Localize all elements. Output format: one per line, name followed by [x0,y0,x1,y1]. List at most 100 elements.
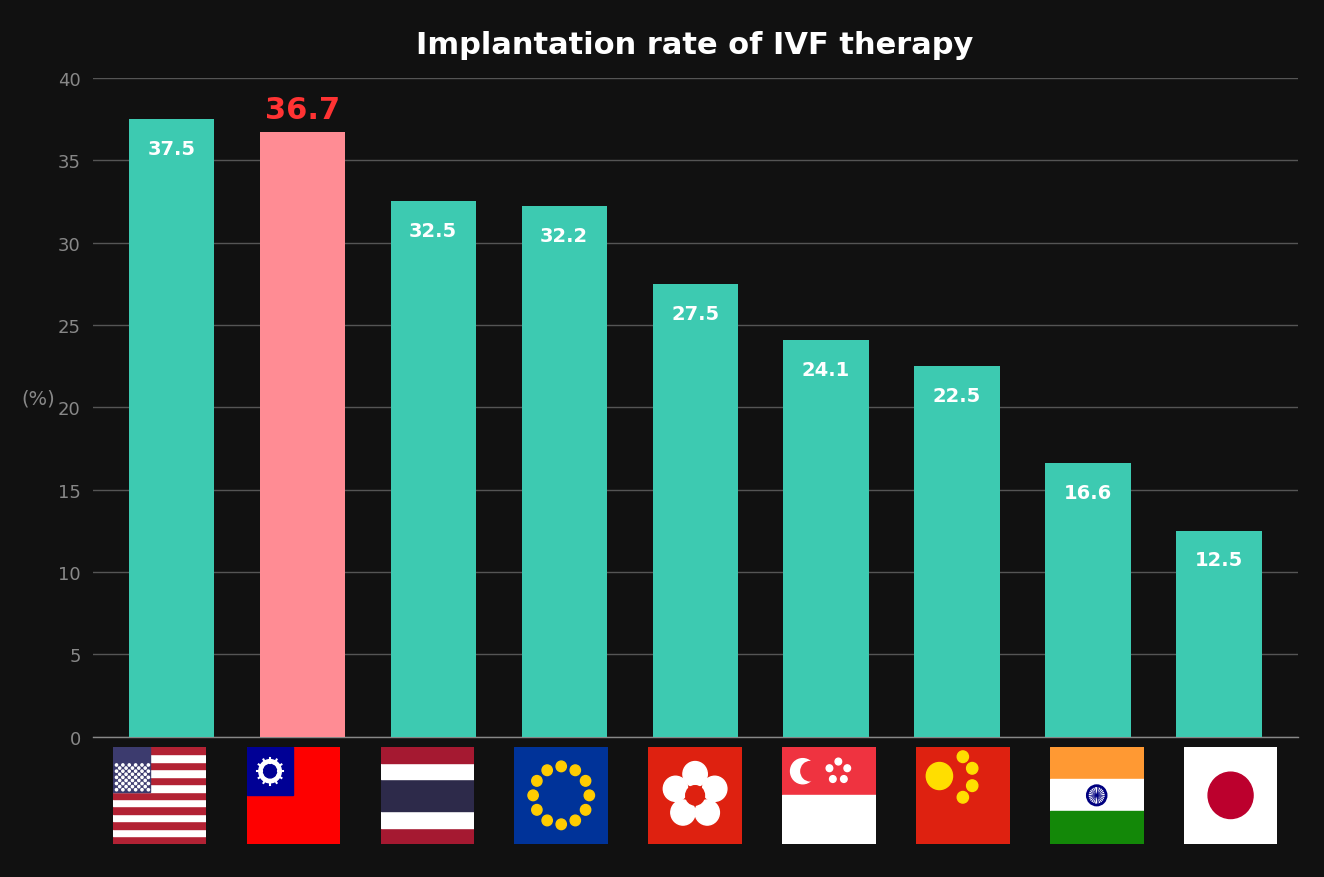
Circle shape [140,776,143,779]
Circle shape [138,786,140,788]
Circle shape [144,767,147,769]
Circle shape [556,761,567,772]
Circle shape [703,776,727,802]
Circle shape [967,763,978,774]
Bar [128,120,213,737]
Text: 16.6: 16.6 [1064,483,1112,503]
Circle shape [571,816,580,826]
Bar [380,780,474,811]
Bar [113,822,207,829]
Bar [782,795,875,844]
Circle shape [957,792,968,803]
Circle shape [131,774,134,775]
Circle shape [124,767,127,769]
Circle shape [147,764,150,766]
Bar [113,814,207,822]
Text: 22.5: 22.5 [933,387,981,405]
Circle shape [115,782,118,785]
Circle shape [128,764,130,766]
Bar [915,367,1000,737]
Text: 24.1: 24.1 [802,360,850,379]
Circle shape [115,788,118,791]
Bar [380,828,474,844]
Circle shape [967,780,978,792]
Text: 27.5: 27.5 [671,304,719,324]
Text: 32.2: 32.2 [540,227,588,246]
Circle shape [122,782,124,785]
Bar [113,747,150,792]
Circle shape [147,776,150,779]
Circle shape [115,764,118,766]
Circle shape [128,782,130,785]
Circle shape [138,780,140,781]
Bar [113,799,207,807]
Circle shape [135,782,136,785]
Bar [113,784,207,792]
Circle shape [140,782,143,785]
Bar [391,203,475,737]
Circle shape [138,774,140,775]
Circle shape [135,788,136,791]
Circle shape [122,776,124,779]
Circle shape [122,764,124,766]
Circle shape [801,761,820,781]
Circle shape [263,765,277,778]
Circle shape [580,804,591,816]
Circle shape [131,780,134,781]
Bar [653,284,737,737]
Circle shape [128,770,130,773]
Circle shape [147,770,150,773]
Bar [1050,747,1144,780]
Circle shape [957,751,968,763]
Text: 37.5: 37.5 [147,139,195,159]
Bar [113,837,207,844]
Circle shape [258,759,281,783]
Bar [113,807,207,814]
Bar [260,133,344,737]
Circle shape [128,776,130,779]
Bar [380,763,474,780]
Circle shape [124,780,127,781]
Circle shape [841,776,847,782]
Circle shape [927,763,952,789]
Bar [1050,811,1144,844]
Bar [113,769,207,777]
Circle shape [124,786,127,788]
Circle shape [144,786,147,788]
Circle shape [683,761,707,787]
Circle shape [584,790,594,801]
Circle shape [115,770,118,773]
Bar [782,747,875,795]
Circle shape [140,764,143,766]
Circle shape [695,800,719,825]
Circle shape [131,786,134,788]
Circle shape [128,788,130,791]
Circle shape [542,765,552,775]
Circle shape [124,774,127,775]
Bar [113,747,207,754]
Circle shape [147,782,150,785]
Circle shape [135,770,136,773]
Circle shape [144,774,147,775]
Circle shape [835,759,842,765]
Bar [380,811,474,828]
Bar [113,777,207,784]
Bar [1046,464,1131,737]
Text: 32.5: 32.5 [409,222,457,241]
Circle shape [140,788,143,791]
Bar [380,747,474,763]
Y-axis label: (%): (%) [21,389,56,408]
Circle shape [671,800,695,825]
Circle shape [135,776,136,779]
Bar [784,340,869,737]
Circle shape [1207,773,1253,818]
Circle shape [147,788,150,791]
Bar [1050,780,1144,811]
Bar [246,747,294,795]
Circle shape [532,775,542,787]
Circle shape [843,765,850,772]
Text: 36.7: 36.7 [265,96,340,125]
Title: Implantation rate of IVF therapy: Implantation rate of IVF therapy [417,31,973,60]
Circle shape [532,804,542,816]
Circle shape [663,776,687,802]
